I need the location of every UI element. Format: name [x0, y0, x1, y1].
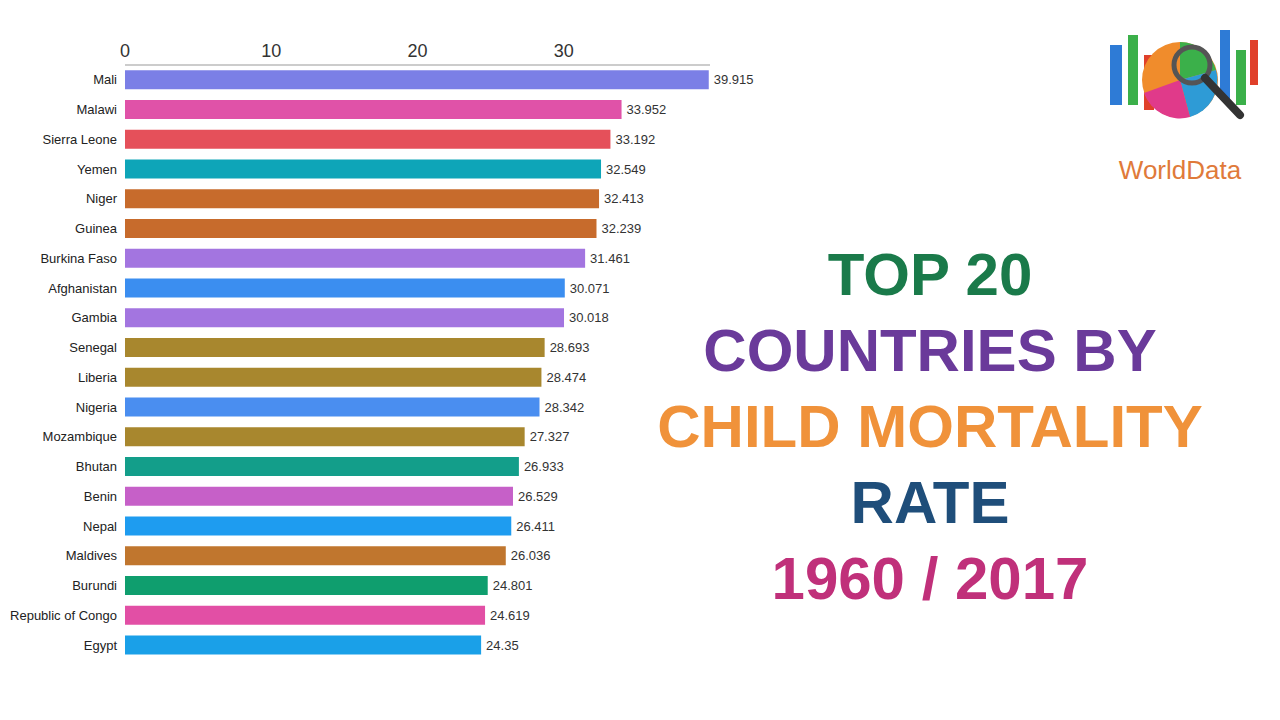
html-text:COUNTRIES BY: COUNTRIES BY	[703, 317, 1157, 384]
svg-text:Egypt: Egypt	[84, 638, 118, 653]
svg-text:27.327: 27.327	[530, 429, 570, 444]
svg-text:28.474: 28.474	[546, 370, 586, 385]
svg-text:Malawi: Malawi	[77, 102, 118, 117]
html-text:CHILD MORTALITY: CHILD MORTALITY	[657, 393, 1203, 460]
svg-text:Niger: Niger	[86, 191, 118, 206]
svg-text:Guinea: Guinea	[75, 221, 118, 236]
svg-text:30.071: 30.071	[570, 281, 610, 296]
svg-text:Benin: Benin	[84, 489, 117, 504]
svg-text:Mali: Mali	[93, 72, 117, 87]
svg-text:32.549: 32.549	[606, 162, 646, 177]
svg-text:26.411: 26.411	[516, 519, 555, 534]
svg-text:33.952: 33.952	[627, 102, 667, 117]
svg-text:Yemen: Yemen	[77, 162, 117, 177]
svg-text:32.413: 32.413	[604, 191, 644, 206]
svg-text:Afghanistan: Afghanistan	[48, 281, 117, 296]
svg-text:Sierra Leone: Sierra Leone	[43, 132, 117, 147]
svg-text:26.933: 26.933	[524, 459, 564, 474]
svg-text:Republic of Congo: Republic of Congo	[10, 608, 117, 623]
svg-text:28.693: 28.693	[550, 340, 590, 355]
svg-text:24.801: 24.801	[493, 578, 533, 593]
svg-text:31.461: 31.461	[590, 251, 630, 266]
html-text:WorldData: WorldData	[1118, 155, 1242, 185]
svg-text:Nepal: Nepal	[83, 519, 117, 534]
svg-text:32.239: 32.239	[601, 221, 641, 236]
svg-text:Burkina Faso: Burkina Faso	[40, 251, 117, 266]
svg-text:Burundi: Burundi	[72, 578, 117, 593]
svg-text:28.342: 28.342	[545, 400, 585, 415]
svg-text:26.036: 26.036	[511, 548, 551, 563]
svg-text:30.018: 30.018	[569, 310, 609, 325]
svg-text:Liberia: Liberia	[78, 370, 118, 385]
svg-text:0: 0	[120, 41, 130, 61]
svg-text:Senegal: Senegal	[69, 340, 117, 355]
svg-text:39.915: 39.915	[714, 72, 754, 87]
svg-text:30: 30	[554, 41, 574, 61]
svg-text:Bhutan: Bhutan	[76, 459, 117, 474]
svg-text:20: 20	[407, 41, 427, 61]
svg-text:26.529: 26.529	[518, 489, 558, 504]
svg-text:Nigeria: Nigeria	[76, 400, 118, 415]
html-text:TOP 20: TOP 20	[827, 241, 1033, 308]
svg-text:33.192: 33.192	[615, 132, 655, 147]
svg-text:24.35: 24.35	[486, 638, 519, 653]
html-text:RATE: RATE	[850, 469, 1010, 536]
svg-text:24.619: 24.619	[490, 608, 530, 623]
svg-text:Maldives: Maldives	[66, 548, 118, 563]
svg-text:10: 10	[261, 41, 281, 61]
svg-text:Mozambique: Mozambique	[43, 429, 117, 444]
svg-text:Gambia: Gambia	[71, 310, 117, 325]
html-text:1960 / 2017: 1960 / 2017	[771, 545, 1089, 612]
